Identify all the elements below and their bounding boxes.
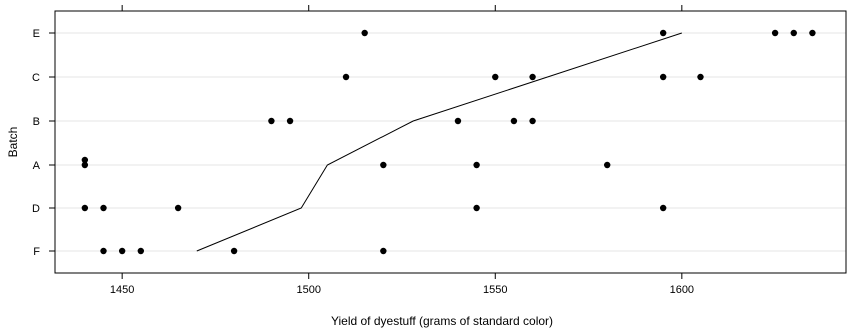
- grid-lines: [55, 32, 846, 252]
- mean-line: [196, 32, 682, 252]
- y-tick-label: C: [32, 72, 40, 84]
- data-point: [529, 117, 536, 125]
- data-point: [268, 117, 275, 125]
- data-point: [809, 29, 816, 37]
- y-tick-label: B: [33, 116, 40, 128]
- data-point: [659, 29, 667, 37]
- x-tick-label: 1450: [110, 284, 134, 296]
- data-point: [100, 204, 107, 212]
- data-point: [361, 29, 368, 37]
- data-point: [697, 73, 704, 81]
- data-point: [174, 204, 182, 212]
- x-axis-label: Yield of dyestuff (grams of standard col…: [331, 314, 553, 328]
- x-tick-label: 1550: [483, 284, 507, 296]
- data-point: [529, 73, 536, 81]
- data-point: [100, 247, 107, 255]
- y-tick-label: F: [33, 246, 40, 258]
- data-point: [659, 204, 667, 212]
- data-point: [604, 161, 611, 169]
- data-point: [81, 161, 89, 169]
- y-tick-label: E: [33, 28, 40, 40]
- data-point: [454, 117, 462, 125]
- y-axis: F D A B C E: [32, 28, 55, 258]
- y-tick-label: D: [32, 203, 40, 215]
- x-axis: 1450 1500 1550 1600: [110, 5, 694, 296]
- data-point: [230, 247, 238, 255]
- x-tick-label: 1600: [670, 284, 694, 296]
- data-point: [790, 29, 797, 37]
- data-point: [81, 156, 89, 164]
- x-tick-label: 1500: [296, 284, 320, 296]
- data-point: [473, 161, 480, 169]
- data-point: [380, 161, 387, 169]
- data-point: [492, 73, 499, 81]
- y-tick-label: A: [33, 160, 41, 172]
- data-point: [510, 117, 518, 125]
- plot-frame: [54, 10, 847, 274]
- data-point: [118, 247, 126, 255]
- data-point: [137, 247, 145, 255]
- data-point: [286, 117, 294, 125]
- data-point: [659, 73, 667, 81]
- data-point: [473, 204, 480, 212]
- data-point: [342, 73, 350, 81]
- data-point: [771, 29, 779, 37]
- data-point: [380, 247, 387, 255]
- data-points: [81, 29, 816, 255]
- data-point: [81, 204, 89, 212]
- y-axis-label: Batch: [6, 127, 20, 158]
